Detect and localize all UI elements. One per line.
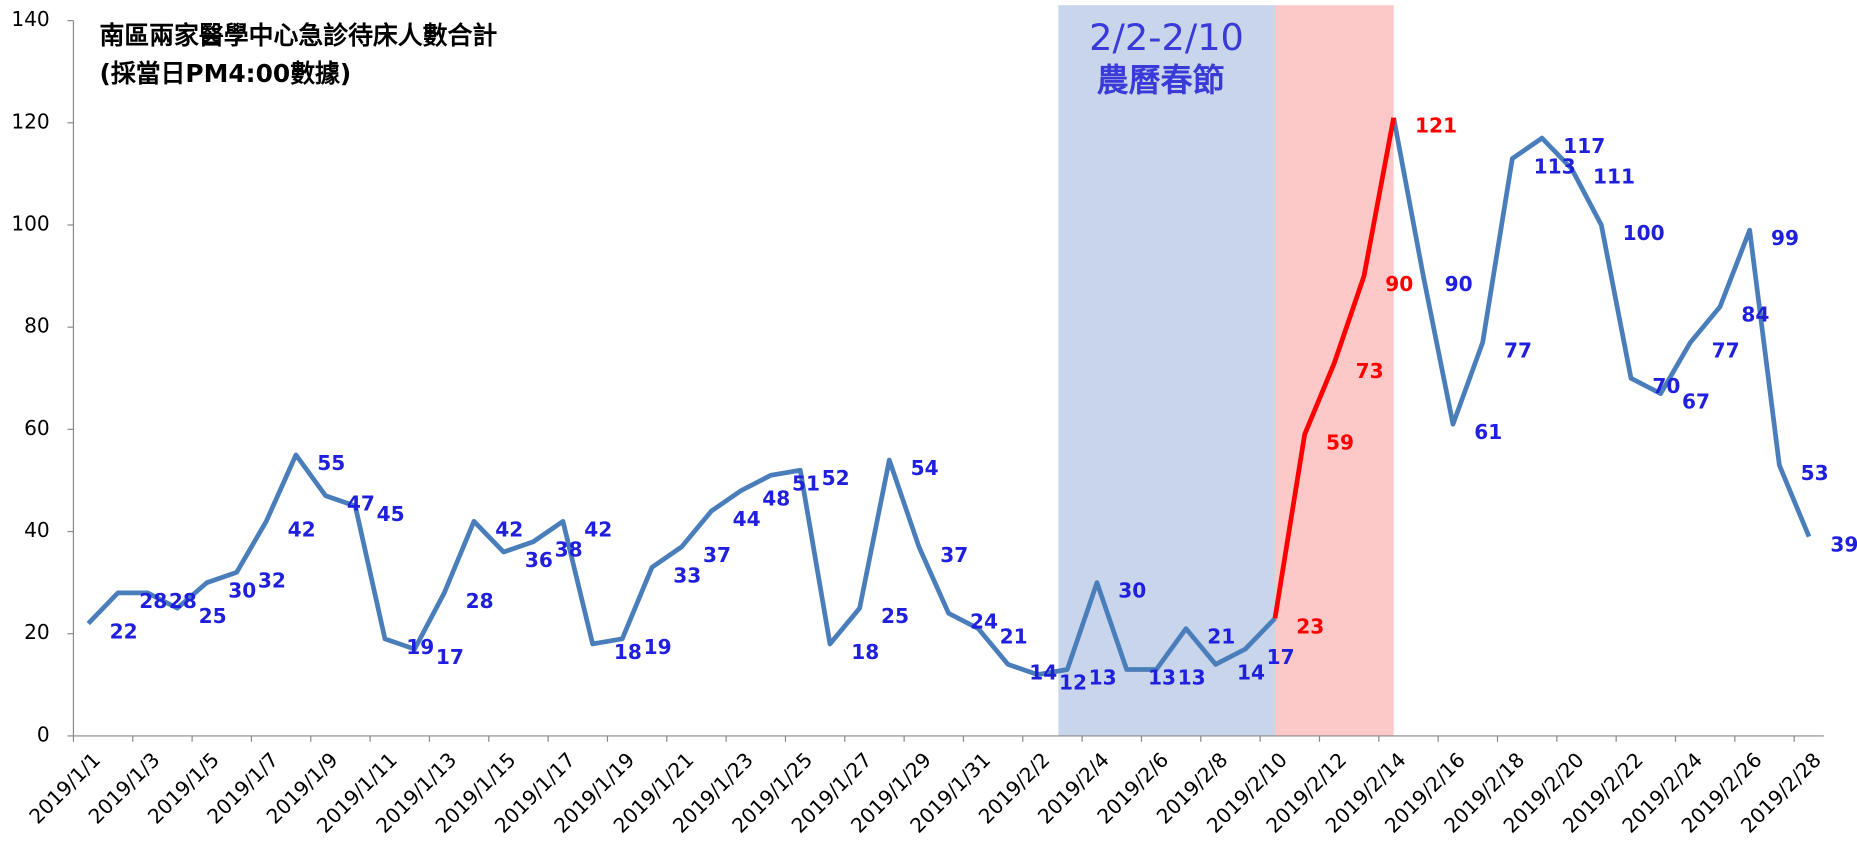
data-label: 33	[673, 563, 701, 587]
y-tick-label: 140	[11, 7, 49, 31]
holiday-shade	[1058, 5, 1275, 736]
data-label: 22	[110, 619, 138, 643]
highlight-line	[1272, 117, 1396, 619]
data-label: 21	[1207, 625, 1235, 649]
y-tick-label: 120	[11, 109, 49, 133]
annotation: 2/2-2/10	[1089, 16, 1244, 59]
data-label: 14	[1237, 660, 1265, 684]
data-label: 13	[1089, 665, 1117, 689]
data-label: 37	[703, 543, 731, 567]
shading	[1058, 5, 1394, 736]
data-label: 44	[733, 507, 761, 531]
data-label: 67	[1682, 390, 1710, 414]
data-label: 42	[495, 517, 523, 541]
data-label: 84	[1741, 303, 1769, 327]
data-label: 37	[940, 543, 968, 567]
data-label: 32	[258, 568, 286, 592]
data-label: 59	[1326, 430, 1354, 454]
data-label: 90	[1385, 272, 1413, 296]
data-label: 17	[436, 645, 464, 669]
data-label: 90	[1445, 272, 1473, 296]
data-label: 100	[1623, 221, 1665, 245]
data-label: 18	[851, 640, 879, 664]
data-label: 38	[555, 538, 583, 562]
data-label: 113	[1534, 155, 1576, 179]
data-label: 17	[1267, 645, 1295, 669]
y-tick-label: 60	[24, 416, 50, 440]
data-label: 70	[1652, 374, 1680, 398]
data-label: 111	[1593, 165, 1635, 189]
data-label: 13	[1178, 665, 1206, 689]
data-label: 54	[911, 456, 939, 480]
data-label: 36	[525, 548, 553, 572]
y-tick-label: 40	[24, 518, 50, 542]
data-label: 28	[139, 589, 167, 613]
data-label: 21	[1000, 625, 1028, 649]
data-label: 73	[1356, 359, 1384, 383]
line	[1391, 117, 1812, 538]
data-label: 19	[406, 635, 434, 659]
chart-subtitle: (採當日PM4:00數據)	[99, 59, 351, 88]
data-label: 28	[466, 589, 494, 613]
data-label: 19	[644, 635, 672, 659]
data-label: 14	[1029, 660, 1057, 684]
data-label: 121	[1415, 114, 1457, 138]
data-label: 30	[1118, 579, 1146, 603]
data-label: 24	[970, 609, 998, 633]
data-label: 13	[1148, 665, 1176, 689]
data-label: 28	[169, 589, 197, 613]
y-tick-label: 80	[24, 314, 50, 338]
data-label: 48	[762, 487, 790, 511]
data-label: 18	[614, 640, 642, 664]
data-label: 77	[1712, 338, 1740, 362]
data-label: 30	[228, 579, 256, 603]
annotation: 農曆春節	[1097, 61, 1225, 99]
data-label: 53	[1801, 461, 1829, 485]
data-label: 25	[199, 604, 227, 628]
chart-title: 南區兩家醫學中心急診待床人數合計	[99, 21, 497, 50]
data-label: 42	[288, 517, 316, 541]
data-label: 23	[1296, 614, 1324, 638]
data-label: 55	[317, 451, 345, 475]
data-label: 12	[1059, 671, 1087, 695]
data-label: 25	[881, 604, 909, 628]
data-label: 99	[1771, 226, 1799, 250]
data-label: 47	[347, 492, 375, 516]
data-label: 52	[822, 466, 850, 490]
line	[86, 452, 1277, 677]
data-label: 39	[1830, 533, 1857, 557]
surge-shade	[1274, 5, 1394, 736]
data-label: 77	[1504, 338, 1532, 362]
data-label: 61	[1474, 420, 1502, 444]
y-tick-label: 100	[11, 211, 49, 235]
y-tick-label: 0	[37, 722, 50, 746]
y-tick-label: 20	[24, 620, 50, 644]
data-label: 117	[1563, 134, 1605, 158]
data-label: 45	[377, 502, 405, 526]
data-label: 42	[584, 517, 612, 541]
data-label: 51	[792, 471, 820, 495]
